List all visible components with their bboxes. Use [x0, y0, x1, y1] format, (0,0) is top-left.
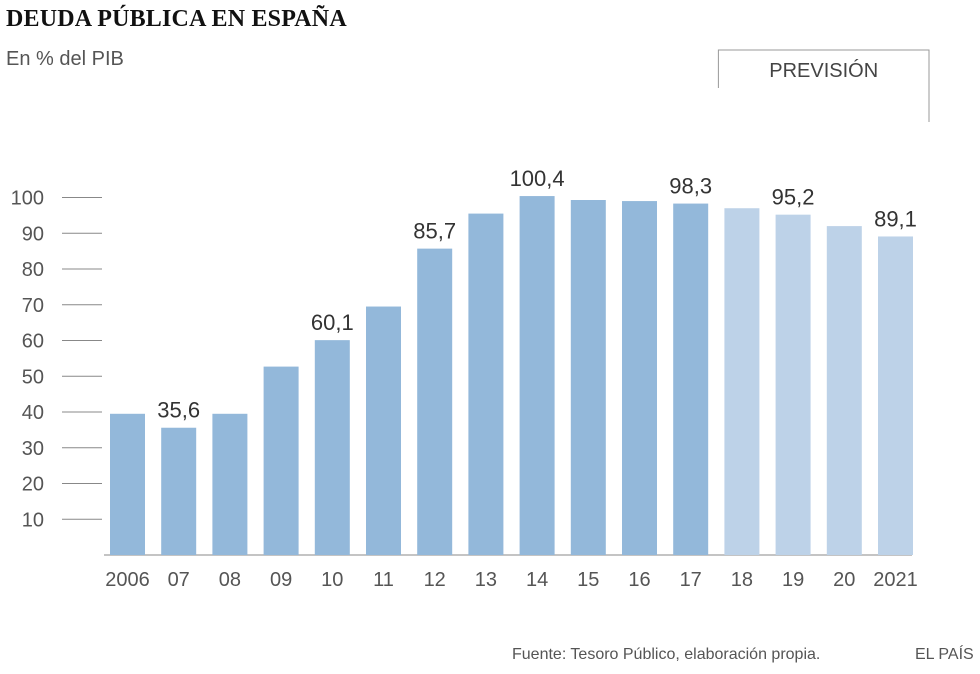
y-tick-label: 90: [22, 223, 44, 245]
x-tick-label: 11: [373, 569, 394, 591]
bar-2006: [110, 413, 145, 555]
bar-07: [161, 427, 197, 555]
bar-18: [724, 208, 760, 555]
x-tick-label: 2021: [873, 569, 918, 591]
brand-logo-text: EL PAÍS: [915, 646, 974, 663]
forecast-label: PREVISIÓN: [769, 59, 878, 82]
bar-19: [775, 214, 811, 555]
data-labels: 35,6 60,1 85,7 100,4 98,3 95,2 89,1: [157, 166, 917, 423]
data-label: 85,7: [413, 219, 456, 244]
y-tick-label: 30: [22, 438, 44, 460]
forecast-bracket: PREVISIÓN: [717, 49, 930, 122]
x-tick-label: 09: [270, 569, 292, 591]
y-tick-label: 40: [22, 402, 44, 424]
chart-title: DEUDA PÚBLICA EN ESPAÑA: [6, 6, 347, 32]
y-tick-label: 50: [22, 366, 44, 388]
x-tick-label: 20: [833, 569, 855, 591]
source-note: Fuente: Tesoro Público, elaboración prop…: [512, 646, 821, 663]
x-tick-label: 2006: [105, 569, 150, 591]
bar-20: [826, 226, 862, 555]
x-tick-label: 15: [577, 569, 599, 591]
x-tick-label: 18: [731, 569, 753, 591]
bar-08: [212, 413, 248, 555]
x-tick-label: 12: [424, 569, 446, 591]
y-tick-label: 60: [22, 331, 44, 353]
bar-12: [417, 248, 453, 555]
data-label: 60,1: [311, 310, 354, 335]
bar-15: [570, 200, 606, 555]
x-tick-label: 10: [321, 569, 343, 591]
bar-11: [366, 306, 401, 555]
x-tick-label: 19: [782, 569, 804, 591]
x-tick-label: 17: [680, 569, 702, 591]
x-tick-label: 16: [628, 569, 650, 591]
bar-17: [673, 203, 709, 555]
bar-10: [314, 340, 350, 555]
x-axis-ticks: 2006 07 08 09 10 11 12 13 14 15 16 17 18 19 20 2021: [105, 569, 918, 591]
data-label: 89,1: [874, 206, 917, 231]
x-tick-label: 14: [526, 569, 548, 591]
bar-16: [622, 201, 657, 555]
y-tick-label: 20: [22, 474, 44, 496]
bar-2021: [878, 236, 913, 555]
y-tick-label: 80: [22, 259, 44, 281]
bar-13: [468, 213, 504, 555]
chart-subtitle: En % del PIB: [6, 48, 124, 70]
x-tick-label: 07: [168, 569, 190, 591]
bar-09: [263, 366, 299, 555]
bar-14: [519, 196, 555, 555]
y-tick-label: 70: [22, 295, 44, 317]
forecast-bracket-line: [717, 49, 930, 122]
bars: [110, 196, 913, 555]
data-label: 95,2: [772, 185, 815, 210]
data-label: 98,3: [669, 174, 712, 199]
x-tick-label: 08: [219, 569, 241, 591]
data-label: 35,6: [157, 398, 200, 423]
y-tick-label: 100: [11, 188, 44, 210]
x-tick-label: 13: [475, 569, 497, 591]
data-label: 100,4: [510, 166, 565, 191]
y-tick-label: 10: [22, 509, 44, 531]
